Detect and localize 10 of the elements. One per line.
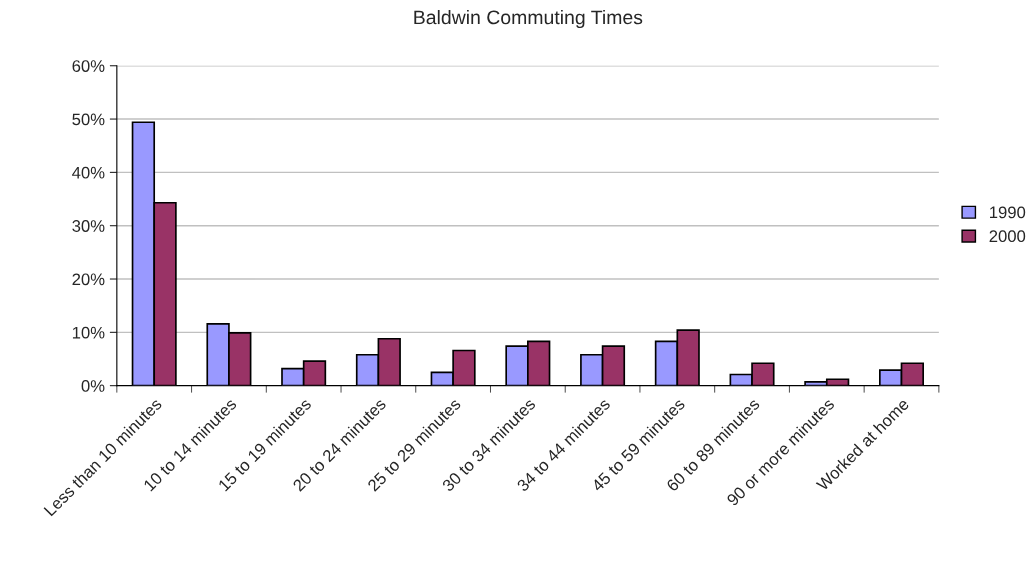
y-tick-label: 40% xyxy=(72,166,105,179)
y-tick-label: 10% xyxy=(72,326,105,339)
legend-label: 1990 xyxy=(990,206,1026,219)
legend-label: 2000 xyxy=(989,230,1026,243)
chart-title: Baldwin Commuting Times xyxy=(414,9,643,29)
y-tick-label: 60% xyxy=(72,60,105,72)
y-tick-label: 30% xyxy=(72,220,105,232)
y-tick-label: 20% xyxy=(72,273,105,286)
y-tick-label: 50% xyxy=(72,113,105,126)
y-tick-label: 0% xyxy=(81,380,105,392)
